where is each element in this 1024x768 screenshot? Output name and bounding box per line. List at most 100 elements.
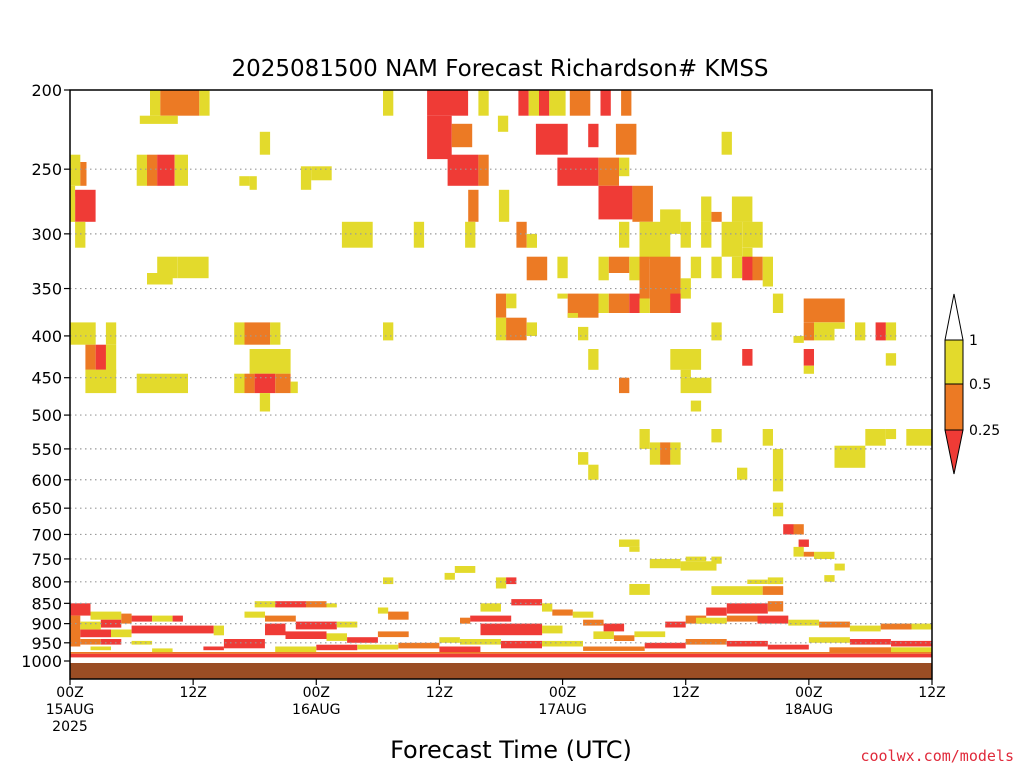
y-tick-label: 650	[31, 499, 62, 518]
heatmap-cell	[70, 322, 96, 345]
heatmap-cell	[757, 615, 789, 624]
x-tick-label: 16AUG	[292, 702, 341, 718]
x-tick-label: 12Z	[918, 685, 945, 701]
heatmap-cell	[80, 621, 101, 630]
heatmap-cell	[511, 599, 543, 606]
heatmap-cell	[131, 640, 153, 645]
heatmap-cell	[629, 546, 640, 552]
legend-label: 1	[969, 333, 978, 349]
heatmap-cell	[680, 221, 691, 248]
x-axis-label: Forecast Time (UTC)	[390, 736, 632, 764]
heatmap-cell	[478, 90, 489, 116]
heatmap-cell	[552, 609, 573, 616]
heatmap-cell	[244, 611, 265, 618]
heatmap-cell	[147, 273, 173, 285]
heatmap-cell	[639, 429, 650, 449]
heatmap-cell	[275, 646, 317, 652]
heatmap-cell	[588, 123, 599, 148]
heatmap-cell	[347, 637, 378, 643]
heatmap-cell	[639, 221, 671, 259]
heatmap-cell	[752, 221, 763, 248]
heatmap-cell	[506, 293, 517, 309]
heatmap-cell	[150, 90, 161, 116]
heatmap-cell	[199, 90, 210, 116]
heatmap-cell	[598, 157, 619, 186]
heatmap-cell	[721, 131, 732, 155]
heatmap-cell	[598, 185, 633, 220]
heatmap-cell	[885, 353, 897, 366]
heatmap-cell	[136, 373, 188, 394]
heatmap-cell	[480, 623, 543, 636]
heatmap-cell	[834, 322, 845, 329]
heatmap-cell	[90, 646, 111, 651]
heatmap-cell	[341, 221, 373, 248]
heatmap-cell	[427, 115, 452, 160]
heatmap-cell	[131, 625, 214, 634]
heatmap-cell	[619, 157, 630, 177]
heatmap-cell	[249, 349, 291, 374]
heatmap-cell	[160, 90, 200, 116]
heatmap-cell	[660, 442, 671, 465]
heatmap-cell	[834, 445, 866, 468]
heatmap-cell	[613, 635, 635, 641]
heatmap-cell	[285, 631, 327, 639]
heatmap-cell	[498, 189, 510, 222]
heatmap-cell	[300, 166, 312, 190]
heatmap-cell	[70, 185, 76, 197]
heatmap-cell	[752, 256, 763, 281]
heatmap-cell	[788, 619, 820, 626]
heatmap-cell	[608, 293, 630, 313]
heatmap-cell	[213, 625, 224, 636]
heatmap-cell	[742, 256, 753, 281]
heatmap-cell	[80, 162, 87, 186]
heatmap-cell	[557, 256, 568, 279]
heatmap-cell	[685, 615, 707, 624]
heatmap-cell	[711, 211, 722, 222]
heatmap-cell	[680, 561, 717, 571]
heatmap-cell	[670, 442, 681, 465]
heatmap-cell	[147, 154, 158, 186]
heatmap-cell	[444, 572, 455, 580]
heatmap-cell	[447, 154, 479, 186]
heatmap-cell	[535, 123, 568, 155]
y-tick-label: 600	[31, 471, 62, 490]
heatmap-cell	[501, 640, 542, 649]
heatmap-cell	[711, 556, 722, 564]
heatmap-cell	[803, 298, 845, 323]
heatmap-cell	[542, 640, 583, 647]
heatmap-cell	[136, 154, 147, 186]
y-tick-label: 950	[31, 634, 62, 653]
x-tick-label: 12Z	[672, 685, 699, 701]
heatmap-cell	[632, 185, 653, 222]
legend-bin-red	[944, 429, 964, 475]
heatmap-cell	[80, 639, 101, 645]
heatmap-cell	[690, 400, 702, 412]
heatmap-cell	[619, 221, 630, 248]
heatmap-cell	[270, 322, 281, 345]
heatmap-cell	[528, 90, 539, 116]
heatmap-cell	[803, 551, 814, 557]
heatmap-cell	[834, 563, 845, 571]
heatmap-cell	[680, 369, 691, 378]
heatmap-cell	[265, 623, 286, 636]
heatmap-cell	[598, 256, 609, 281]
heatmap-cell	[478, 154, 489, 186]
y-tick-label: 1000	[21, 652, 62, 671]
heatmap-cell	[793, 546, 804, 557]
heatmap-cell	[701, 221, 712, 248]
y-tick-label: 400	[31, 327, 62, 346]
heatmap-cell	[70, 154, 81, 186]
y-tick-label: 250	[31, 160, 62, 179]
heatmap-cell	[685, 639, 727, 645]
heatmap-cell	[721, 221, 743, 257]
heatmap-cell	[798, 539, 809, 547]
heatmap-cell	[259, 393, 271, 412]
y-tick-label: 900	[31, 615, 62, 634]
heatmap-cell	[516, 221, 527, 248]
heatmap-cell	[152, 648, 173, 653]
x-tick-label: 15AUG	[46, 702, 95, 718]
heatmap-cell	[75, 221, 86, 248]
heatmap-cell	[111, 629, 132, 638]
heatmap-cell	[131, 615, 153, 622]
heatmap-cell	[793, 335, 804, 343]
